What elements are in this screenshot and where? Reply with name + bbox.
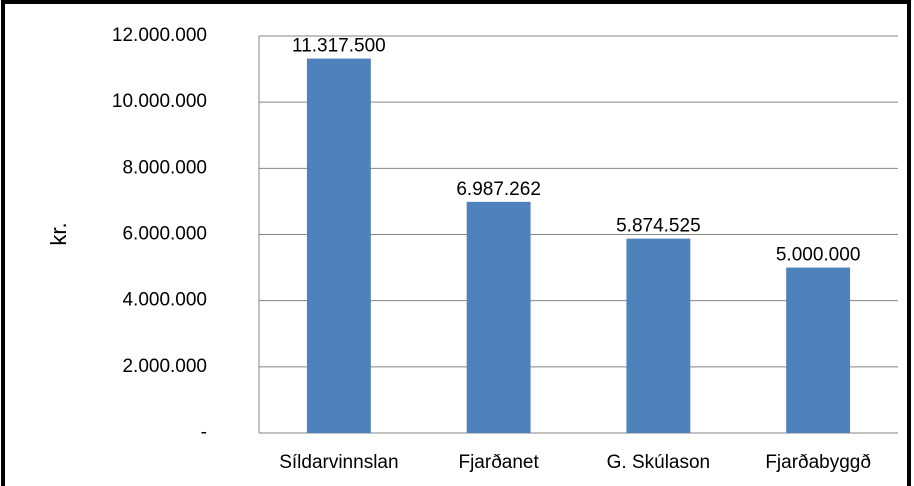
x-tick-label: Síldarvinnslan xyxy=(279,452,398,473)
data-label: 5.000.000 xyxy=(776,245,861,266)
y-tick-label: 8.000.000 xyxy=(122,157,207,178)
y-tick-label: 12.000.000 xyxy=(112,25,207,46)
y-tick-label: - xyxy=(201,422,207,443)
y-axis-label: kr. xyxy=(46,222,71,245)
bar xyxy=(306,58,371,433)
bar xyxy=(786,267,851,433)
bar xyxy=(626,238,691,433)
bar xyxy=(466,201,531,433)
x-tick-label: Fjarðanet xyxy=(458,452,539,473)
x-tick-label: G. Skúlason xyxy=(607,452,711,473)
x-tick-label: Fjarðabyggð xyxy=(765,452,871,473)
y-tick-label: 6.000.000 xyxy=(122,224,207,245)
data-label: 5.874.525 xyxy=(616,216,701,237)
y-tick-label: 10.000.000 xyxy=(112,91,207,112)
y-tick-label: 2.000.000 xyxy=(122,356,207,377)
data-label: 11.317.500 xyxy=(292,36,386,57)
data-label: 6.987.262 xyxy=(456,179,541,200)
y-tick-label: 4.000.000 xyxy=(122,290,207,311)
